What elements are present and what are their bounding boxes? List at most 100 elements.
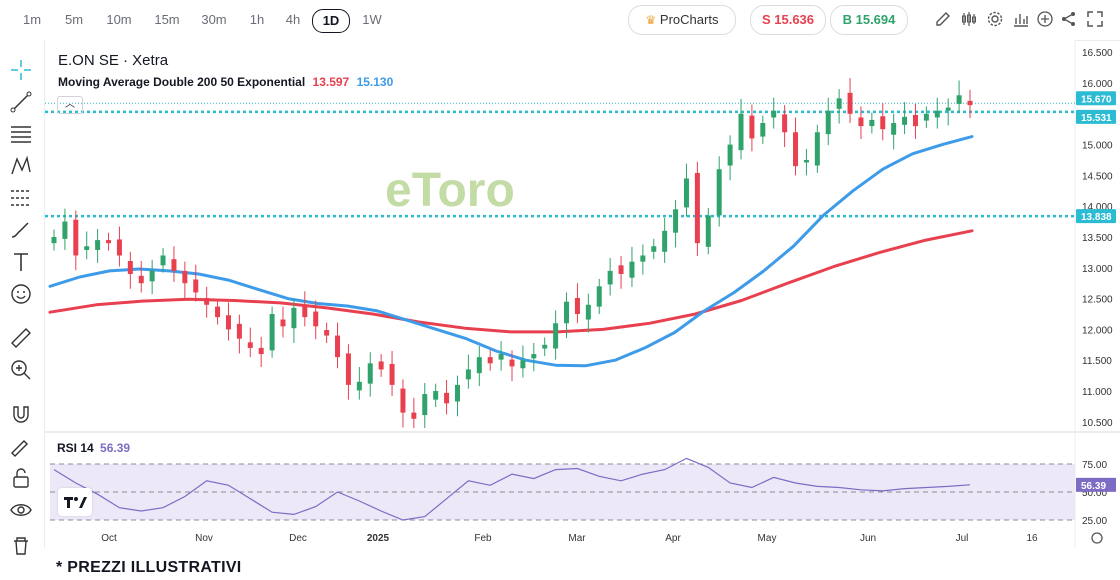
tradingview-logo[interactable] [58,488,92,516]
y-tick-label: 12.500 [1082,295,1113,306]
add-icon[interactable] [1036,10,1054,28]
candle-body [705,215,711,247]
pattern-icon[interactable] [8,153,34,179]
candle-body [923,113,929,121]
y-tick-label: 16.500 [1082,48,1113,59]
procharts-label: ProCharts [659,12,719,27]
candle-body [433,391,439,400]
candle-body [84,246,90,250]
ema-50-line [48,135,974,368]
price-tag-label: 13.838 [1081,212,1112,223]
candle-body [149,270,155,282]
candle-body [465,369,471,380]
candle-body [749,115,755,139]
candle-body [716,169,722,216]
candle-body [891,123,897,135]
magnet-icon[interactable] [8,401,34,427]
candle-body [269,314,275,351]
gear-icon[interactable] [986,10,1004,28]
rsi-value-tag-label: 56.39 [1081,481,1106,492]
crown-icon: ♛ [645,13,657,27]
candle-body [236,323,242,339]
candle-body [782,114,788,133]
candle-body [793,132,799,167]
timeframe-4h[interactable]: 4h [285,12,301,27]
candle-body [62,221,68,239]
chevron-up-icon: ︿ [65,99,75,110]
symbol-title: E.ON SE · Xetra [58,52,169,69]
timeframe-10m[interactable]: 10m [106,12,132,27]
timeframe-1h[interactable]: 1h [249,12,265,27]
eye-icon[interactable] [8,497,34,523]
lock-icon[interactable] [8,465,34,491]
fib-icon[interactable] [8,185,34,211]
crosshair-icon[interactable] [8,57,34,83]
rsi-name: RSI 14 [57,441,94,455]
candle-body [324,330,330,336]
fullscreen-icon[interactable] [1086,10,1104,28]
candle-body [967,100,973,106]
timeframe-1d[interactable]: 1D [312,9,350,33]
tradingview-icon [64,497,87,508]
timeframe-30m[interactable]: 30m [201,12,227,27]
share-icon[interactable] [1060,10,1078,28]
candle-body [171,259,177,271]
timeframe-5m[interactable]: 5m [64,12,84,27]
x-tick-label: Dec [289,533,307,544]
price-tag [1076,109,1116,124]
indicators-icon[interactable] [1012,10,1030,28]
zoom-icon[interactable] [8,357,34,383]
candle-body [596,286,602,307]
candle-body [683,178,689,208]
candle-body [520,360,526,369]
brush-icon[interactable] [8,217,34,243]
x-tick-label: Apr [665,533,681,544]
ma-slow-value: 13.597 [312,75,350,89]
timeframe-1m[interactable]: 1m [22,12,42,27]
y-tick-label: 13.500 [1082,233,1113,244]
ruler-icon[interactable] [8,325,34,351]
candle-body [509,359,515,367]
rsi-tick-label: 50.00 [1082,488,1107,499]
trendline-icon[interactable] [8,89,34,115]
price-pane [45,40,1075,434]
price-tag [1076,209,1116,224]
sell-button[interactable]: S 15.636 [750,5,826,35]
timeframe-1w[interactable]: 1W [362,12,382,27]
emoji-icon[interactable] [8,281,34,307]
y-tick-label: 13.000 [1082,264,1113,275]
candle-body [912,115,918,127]
candle-body [487,357,493,364]
candle-body [225,315,231,330]
horizontal-lines-icon[interactable] [8,121,34,147]
x-tick-label: 16 [1026,533,1038,544]
rsi-legend: RSI 14 56.39 [57,441,130,455]
timeframe-toolbar: 1m 5m 10m 15m 30m 1h 4h 1D 1W ♛ ProChart… [0,0,1120,41]
trash-icon[interactable] [8,533,34,559]
x-tick-label: Mar [568,533,586,544]
buy-button[interactable]: B 15.694 [830,5,908,35]
candle-body [258,347,264,355]
candle-body [531,354,537,359]
edit-lock-icon[interactable] [8,433,34,459]
ma-name: Moving Average Double 200 50 Exponential [58,75,306,89]
price-tag-label: 15.531 [1081,113,1112,124]
x-tick-label: May [758,533,777,544]
candle-body [389,363,395,385]
candles-icon[interactable] [960,10,978,28]
y-tick-label: 14.000 [1082,202,1113,213]
candle-body [95,240,101,250]
candle-body [847,92,853,114]
procharts-button[interactable]: ♛ ProCharts [628,5,736,35]
pencil-icon[interactable] [934,10,952,28]
collapse-legend-button[interactable]: ︿ [57,96,83,114]
candle-body [542,344,548,349]
text-icon[interactable] [8,249,34,275]
footnote: * PREZZI ILLUSTRATIVI [56,559,242,576]
candle-body [498,354,504,360]
candle-body [803,159,809,163]
timeframe-15m[interactable]: 15m [154,12,180,27]
y-tick-label: 11.000 [1082,387,1112,398]
price-tag-label: 15.670 [1081,94,1112,105]
